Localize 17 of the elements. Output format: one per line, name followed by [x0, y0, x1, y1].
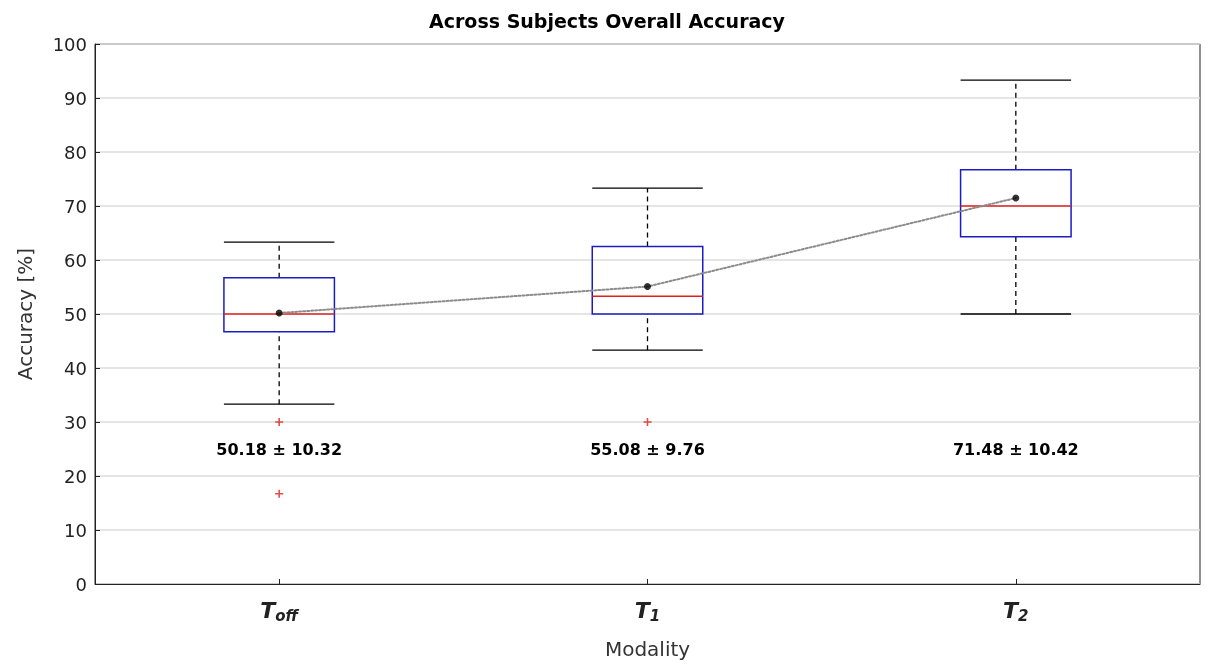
- y-tick-label: 0: [75, 573, 87, 595]
- y-tick-label: 90: [64, 87, 87, 109]
- chart-title: Across Subjects Overall Accuracy: [429, 9, 786, 32]
- y-tick-label: 30: [64, 411, 87, 433]
- y-axis-title: Accuracy [%]: [13, 247, 37, 381]
- y-tick-label: 40: [64, 357, 87, 379]
- annotation: 50.18 ± 10.32: [216, 439, 343, 459]
- y-tick-label: 100: [52, 33, 87, 55]
- y-tick-label: 10: [64, 519, 87, 541]
- y-tick-label: 20: [64, 465, 87, 487]
- y-tick-label: 80: [64, 141, 87, 163]
- y-tick-label: 50: [64, 303, 87, 325]
- x-axis-title: Modality: [604, 637, 691, 661]
- annotation: 55.08 ± 9.76: [590, 439, 705, 459]
- y-tick-label: 60: [64, 249, 87, 271]
- annotation: 71.48 ± 10.42: [952, 439, 1079, 459]
- y-tick-label: 70: [64, 195, 87, 217]
